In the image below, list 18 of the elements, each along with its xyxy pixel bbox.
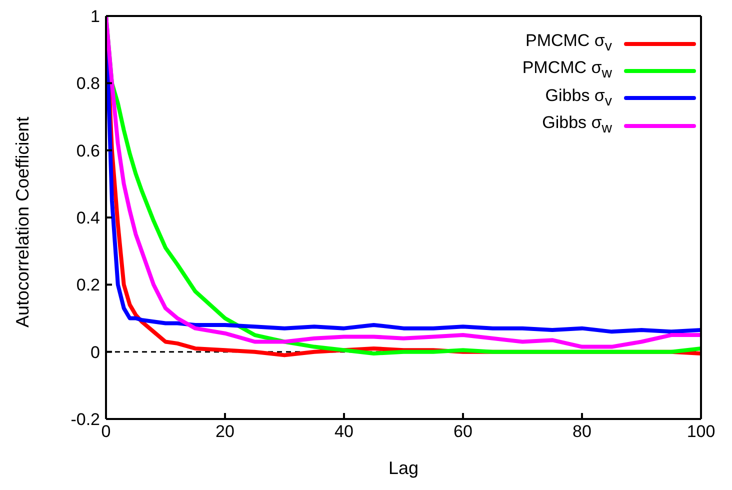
x-tick-label: 60 [454, 422, 472, 442]
y-tick-label: 1 [90, 7, 100, 26]
x-tick-label: 40 [334, 422, 354, 442]
x-tick-label: 80 [572, 422, 592, 442]
y-tick-label: 0.6 [76, 141, 100, 160]
x-axis-title: Lag [388, 458, 419, 478]
y-axis-title: Autocorrelation Coefficient [12, 116, 32, 328]
y-tick-label: 0.8 [76, 74, 100, 94]
y-tick-label: 0.2 [76, 276, 100, 295]
legend-label: Gibbs σ$_{v}$ [545, 84, 612, 112]
y-tick-label: 0 [90, 342, 100, 362]
legend-label: Gibbs σ$_{w}$ [542, 112, 612, 139]
legend-label: PMCMC σ$_{v}$ [525, 30, 612, 56]
legend-label: PMCMC σ$_{w}$ [522, 57, 612, 84]
x-tick-label: 100 [686, 422, 716, 442]
x-tick-label: 20 [216, 422, 234, 442]
y-tick-label: 0.4 [76, 208, 100, 228]
y-tick-label: -0.2 [70, 410, 100, 430]
